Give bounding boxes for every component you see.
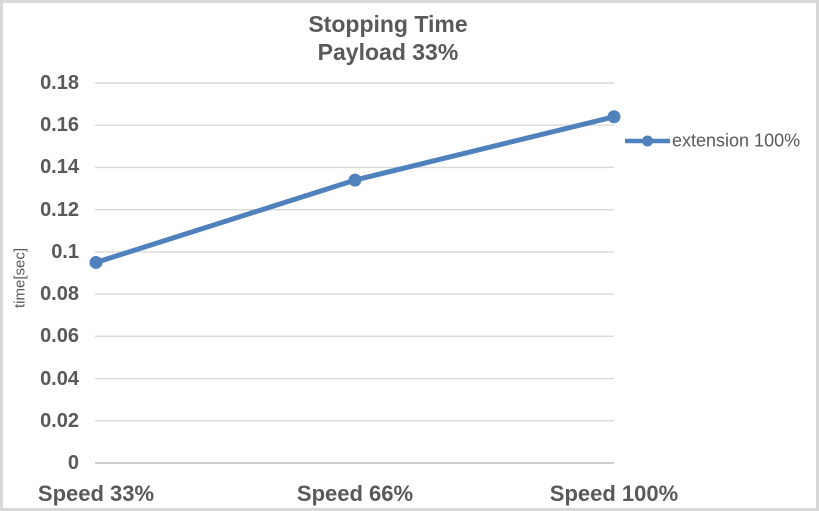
y-tick-label: 0.18 xyxy=(40,72,79,94)
chart-title: Stopping Time Payload 33% xyxy=(3,10,773,66)
y-tick-label: 0.02 xyxy=(40,409,79,432)
y-tick-label: 0.08 xyxy=(40,283,79,306)
x-category-label: Speed 100% xyxy=(549,481,679,506)
x-category-label: Speed 33% xyxy=(37,481,155,506)
y-tick-label: 0.12 xyxy=(40,198,79,221)
series-line xyxy=(93,114,617,265)
y-tick-label: 0 xyxy=(67,452,79,474)
data-point-marker xyxy=(89,255,103,269)
y-tick-label: 0.06 xyxy=(40,325,79,348)
y-tick-label: 0.16 xyxy=(40,114,79,137)
chart-title-line2: Payload 33% xyxy=(317,39,459,65)
plot-area xyxy=(89,82,670,464)
legend-label: extension 100% xyxy=(672,130,801,151)
x-category-label: Speed 66% xyxy=(296,481,414,506)
legend: extension 100% xyxy=(672,131,800,152)
chart-title-line1: Stopping Time xyxy=(308,11,468,37)
y-tick-label: 0.1 xyxy=(51,240,79,263)
data-point-marker xyxy=(607,110,621,124)
legend-marker-icon xyxy=(642,135,653,147)
data-point-marker xyxy=(348,173,362,187)
y-tick-label: 0.14 xyxy=(40,156,79,179)
y-tick-label: 0.04 xyxy=(40,367,79,390)
